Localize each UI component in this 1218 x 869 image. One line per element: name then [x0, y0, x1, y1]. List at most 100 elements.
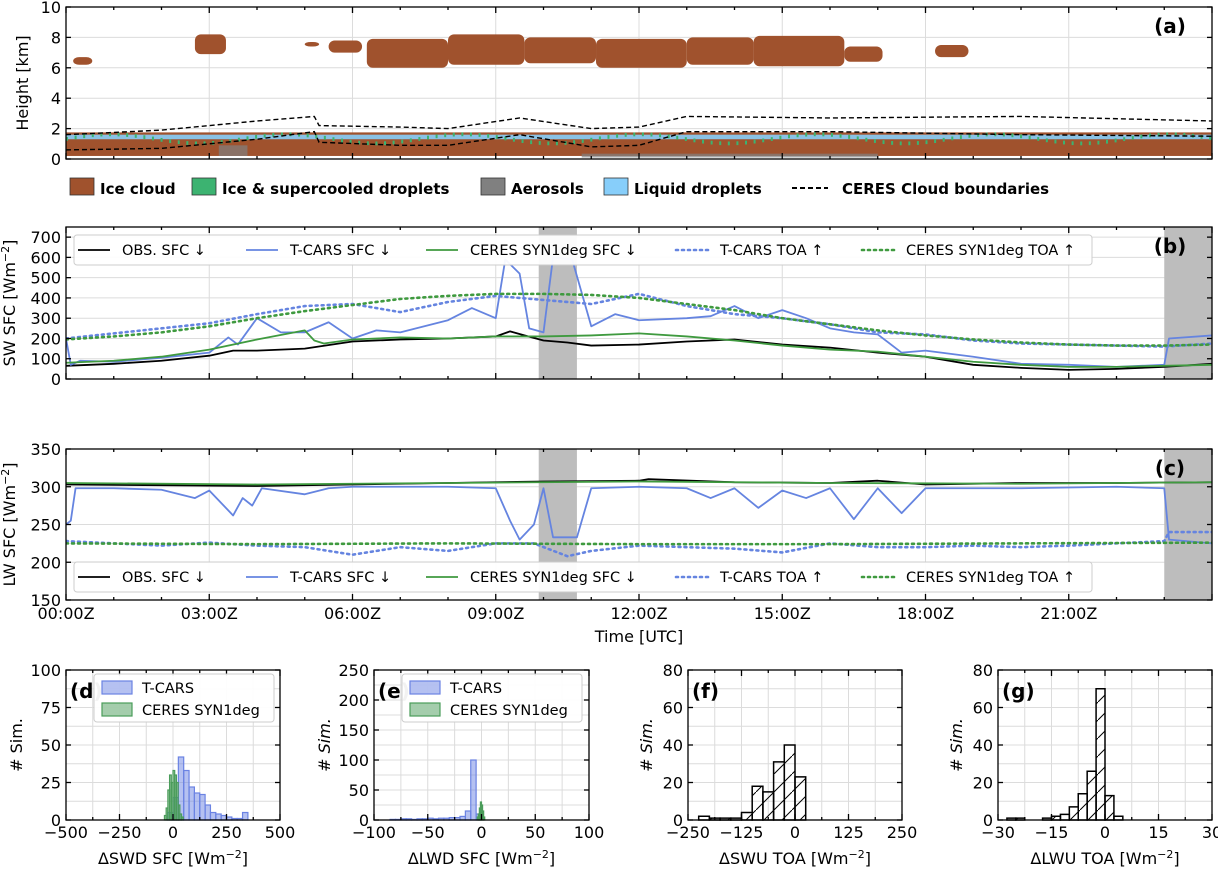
- a-legend-label: CERES Cloud boundaries: [842, 180, 1049, 198]
- a-ice-supercooled: [693, 138, 696, 143]
- e-ytick-label: 0: [359, 811, 369, 830]
- g-xlabel: ΔLWU TOA [Wm−2]: [1030, 848, 1179, 869]
- e-xtick-label: −100: [352, 823, 396, 842]
- d-bar: [183, 769, 190, 821]
- c-series-ceres-syn1deg-sfc-: [66, 480, 1212, 486]
- c-series-t-cars-sfc-: [66, 485, 1212, 545]
- a-ice-supercooled: [169, 139, 172, 144]
- e-xlabel: ΔLWD SFC [Wm−2]: [408, 848, 555, 869]
- a-ytick-label: 0: [51, 150, 61, 169]
- a-ice-supercooled: [1114, 138, 1117, 143]
- g-bar: [1068, 806, 1080, 821]
- c-ylabel: LW SFC [Wm−2]: [0, 462, 19, 586]
- a-ice-supercooled: [306, 133, 309, 138]
- f-xtick-label: 125: [833, 823, 864, 842]
- a-ice-supercooled: [358, 140, 361, 145]
- f-ytick-label: 20: [663, 774, 683, 793]
- a-ice-supercooled: [573, 140, 576, 145]
- d-bar: [215, 813, 222, 821]
- a-ice-supercooled: [908, 141, 911, 146]
- a-ice-supercooled: [151, 136, 154, 141]
- a-ytick-label: 8: [51, 28, 61, 47]
- e-xtick-label: 50: [525, 823, 545, 842]
- a-ice-supercooled: [667, 134, 670, 139]
- c-legend-label: T-CARS SFC ↓: [289, 570, 391, 586]
- d-ytick-label: 75: [41, 699, 61, 718]
- a-ice-supercooled: [177, 140, 180, 145]
- a-ice-supercooled: [323, 135, 326, 140]
- a-ice-supercooled: [1148, 133, 1151, 138]
- a-legend-swatch: [191, 177, 217, 196]
- a-ice-supercooled: [1131, 135, 1134, 140]
- c-xtick-label: 06:00Z: [324, 604, 381, 623]
- a-ice-supercooled: [624, 133, 627, 137]
- e-ytick-label: 50: [349, 781, 369, 800]
- e-legend-box: [401, 673, 583, 723]
- a-ice-supercooled: [547, 141, 550, 146]
- a-ice-cloud-upper: [328, 40, 363, 53]
- a-ice-supercooled: [916, 141, 919, 145]
- a-ice-supercooled: [1157, 132, 1160, 137]
- f-xtick-label: 250: [887, 823, 918, 842]
- a-ice-supercooled: [272, 132, 275, 137]
- a-ice-supercooled: [727, 141, 730, 146]
- a-ice-supercooled: [160, 137, 163, 142]
- e-bar: [470, 759, 477, 821]
- b-ytick-label: 300: [30, 309, 61, 328]
- a-ice-supercooled: [813, 132, 816, 137]
- a-ice-supercooled: [1174, 132, 1177, 137]
- c-ytick-label: 350: [30, 440, 61, 459]
- f-xtick-label: −250: [666, 823, 710, 842]
- a-ice-cloud-upper: [73, 57, 93, 65]
- a-legend-swatch: [69, 177, 95, 196]
- a-ice-supercooled: [1054, 139, 1057, 144]
- a-ice-cloud-upper: [448, 34, 525, 65]
- a-ice-supercooled: [444, 133, 447, 138]
- e-ytick-label: 150: [338, 721, 369, 740]
- a-ice-supercooled: [1045, 138, 1048, 143]
- e-legend-label: CERES SYN1deg: [450, 703, 568, 719]
- a-ice-supercooled: [298, 132, 301, 137]
- a-ice-supercooled: [1105, 139, 1108, 144]
- f-ylabel: # Sim.: [637, 718, 656, 772]
- a-ice-supercooled: [710, 140, 713, 145]
- f-bar: [783, 744, 796, 821]
- a-ice-supercooled: [977, 133, 980, 137]
- d-legend-swatch: [101, 702, 133, 717]
- d-ytick-label: 100: [30, 661, 61, 680]
- f-xlabel: ΔSWU TOA [Wm−2]: [719, 848, 871, 869]
- e-xtick-label: −50: [411, 823, 445, 842]
- b-legend-label: T-CARS SFC ↓: [289, 243, 391, 259]
- a-aerosols: [218, 145, 248, 156]
- c-xtick-label: 00:00Z: [37, 604, 94, 623]
- g-bar: [1059, 813, 1071, 821]
- c-legend-label: OBS. SFC ↓: [122, 570, 206, 586]
- c-series-ceres-syn1deg-toa-: [66, 541, 1212, 546]
- a-ice-cloud-upper: [844, 46, 883, 62]
- a-ice-supercooled: [1209, 136, 1212, 141]
- g-xtick-label: 30: [1202, 823, 1218, 842]
- a-ice-supercooled: [959, 135, 962, 139]
- c-series-t-cars-toa-: [66, 530, 1212, 558]
- a-ice-supercooled: [203, 141, 206, 146]
- b-shaded-period: [1164, 227, 1212, 379]
- a-ice-supercooled: [796, 133, 799, 138]
- a-ice-supercooled: [616, 133, 619, 138]
- a-ceres-bottom-boundary: [65, 130, 1213, 151]
- f-ytick-label: 60: [663, 699, 683, 718]
- d-ytick-label: 50: [41, 736, 61, 755]
- c-xtick-label: 09:00Z: [467, 604, 524, 623]
- a-ylabel: Height [km]: [13, 35, 32, 130]
- a-ice-supercooled: [495, 135, 498, 139]
- b-ylabel: SW SFC [Wm−2]: [0, 240, 19, 367]
- a-ice-supercooled: [538, 141, 541, 145]
- a-ice-supercooled: [633, 132, 636, 137]
- b-panel-label: (b): [1154, 234, 1187, 258]
- a-ice-supercooled: [779, 135, 782, 140]
- f-bar: [794, 776, 807, 821]
- a-ice-supercooled: [925, 140, 928, 145]
- a-ice-supercooled: [108, 132, 111, 137]
- a-ice-supercooled: [968, 133, 971, 138]
- g-panel-label: (g): [1002, 679, 1035, 703]
- d-legend-box: [93, 673, 275, 723]
